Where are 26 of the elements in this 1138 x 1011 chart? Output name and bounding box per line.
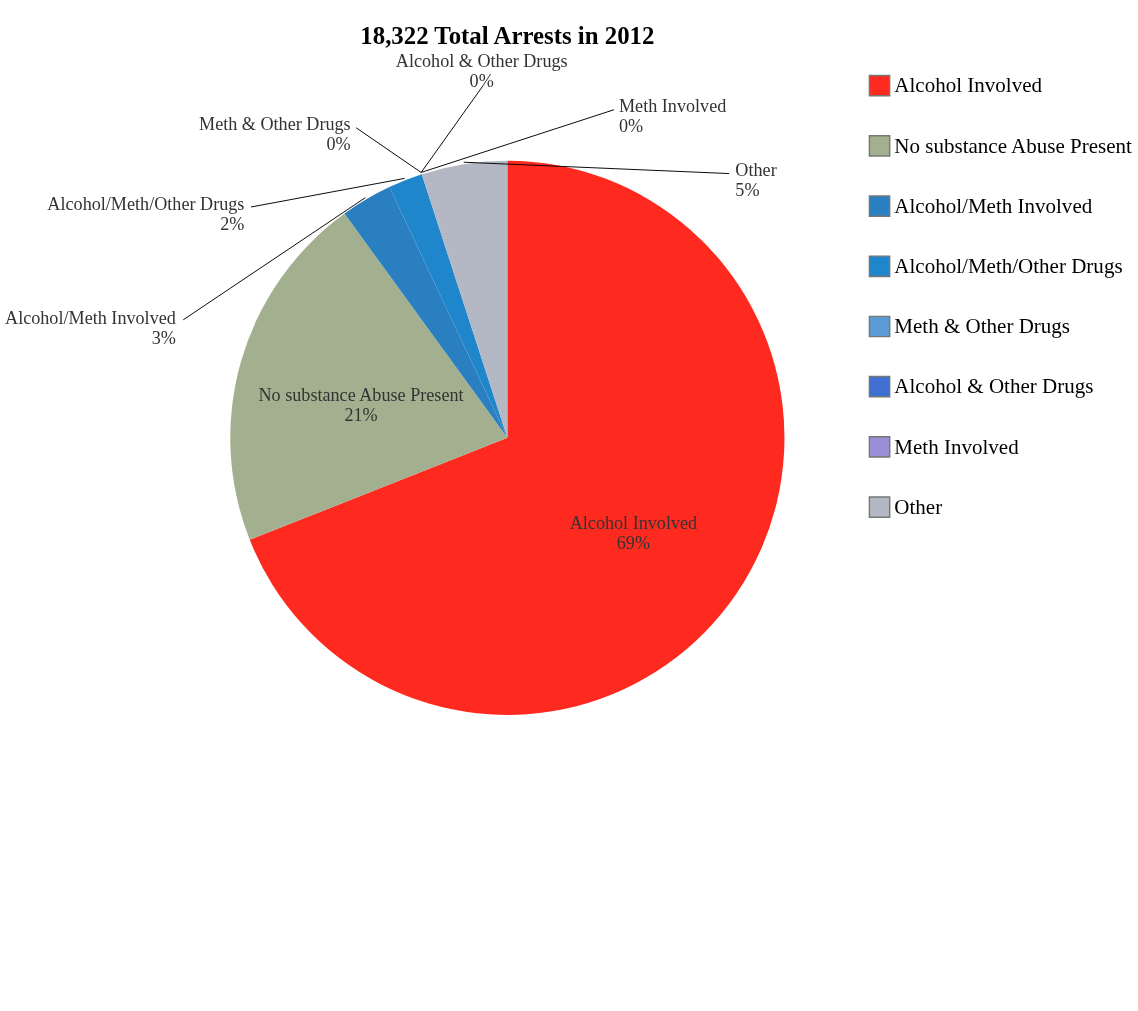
text: 0%	[326, 134, 351, 155]
legend-label: Alcohol Involved	[894, 73, 1043, 98]
legend-label: Meth Involved	[894, 434, 1020, 459]
text: 0%	[469, 71, 494, 92]
data-label: 3%	[151, 328, 176, 349]
legend-label: Other	[894, 494, 943, 519]
category-label: Alcohol & Other Drugs	[395, 51, 568, 72]
data-label: 21%	[344, 405, 378, 426]
slice-label: Alcohol Involved	[569, 513, 698, 534]
data-label: 2%	[220, 214, 245, 235]
legend-label: Alcohol/Meth/Other Drugs	[894, 253, 1123, 278]
category-label: Meth Involved	[618, 95, 727, 116]
data-label: 69%	[616, 533, 651, 554]
category-label: Meth & Other Drugs	[199, 114, 351, 135]
text: 0%	[618, 115, 644, 136]
legend-label: Meth & Other Drugs	[894, 314, 1071, 339]
slice-label: No substance Abuse Present	[258, 385, 464, 406]
legend-label: No substance Abuse Present	[894, 133, 1133, 158]
slice-label: Other	[735, 160, 777, 181]
legend-label: Alcohol/Meth Involved	[894, 193, 1093, 218]
pie-slice	[249, 160, 785, 715]
slice-label: Alcohol/Meth Involved	[5, 308, 176, 329]
chart-title: 18,322 Total Arrests in 2012	[360, 22, 655, 50]
slice-label: Alcohol/Meth/Other Drugs	[47, 194, 245, 215]
data-label: 5%	[735, 180, 760, 201]
legend-label: Alcohol & Other Drugs	[894, 374, 1094, 399]
